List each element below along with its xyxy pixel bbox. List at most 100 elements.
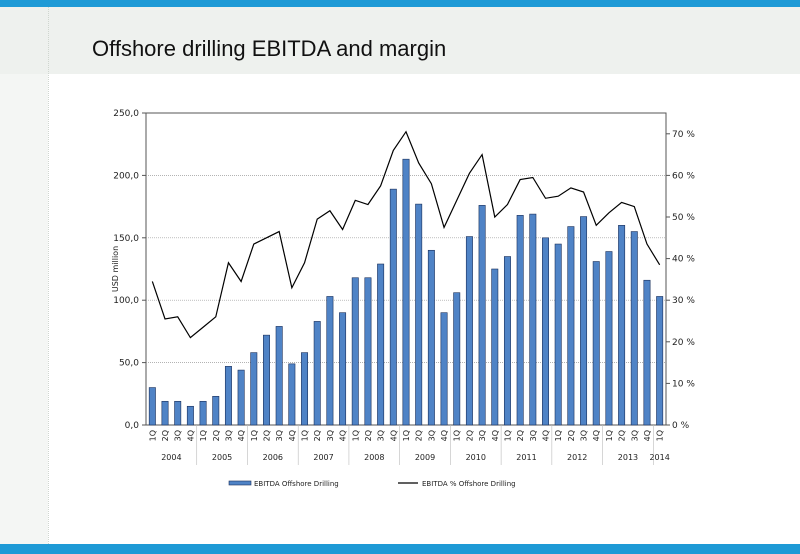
quarter-label: 2Q xyxy=(313,430,322,441)
quarter-label: 3Q xyxy=(478,430,487,441)
quarter-label: 4Q xyxy=(592,430,601,441)
quarter-label: 1Q xyxy=(199,430,208,441)
ebitda-bar xyxy=(161,400,169,426)
quarter-label: 4Q xyxy=(491,430,500,441)
ebitda-bar xyxy=(301,352,309,426)
quarter-label: 2Q xyxy=(262,430,271,441)
quarter-label: 1Q xyxy=(656,430,665,441)
y-tick-label: 150,0 xyxy=(113,234,139,244)
quarter-label: 1Q xyxy=(351,430,360,441)
quarter-label: 1Q xyxy=(250,430,259,441)
quarter-label: 1Q xyxy=(453,430,462,441)
quarter-label: 3Q xyxy=(427,430,436,441)
quarter-label: 3Q xyxy=(377,430,386,441)
left-axis: 0,0 50,0 100,0 150,0 200,0 250,0 xyxy=(113,109,146,431)
y-tick-label: 100,0 xyxy=(113,296,139,306)
quarter-label: 4Q xyxy=(389,430,398,441)
ebitda-bar xyxy=(453,292,461,426)
quarter-label: 4Q xyxy=(186,430,195,441)
y2-tick-label: 70 % xyxy=(672,130,695,140)
y2-tick-label: 20 % xyxy=(672,338,695,348)
ebitda-bar xyxy=(351,277,359,426)
ebitda-bar xyxy=(313,321,321,426)
quarter-label: 1Q xyxy=(301,430,310,441)
ebitda-bar xyxy=(630,231,638,426)
ebitda-bar xyxy=(339,312,347,426)
quarter-label: 3Q xyxy=(275,430,284,441)
ebitda-bar xyxy=(212,395,220,426)
quarter-label: 3Q xyxy=(580,430,589,441)
year-label: 2014 xyxy=(649,453,669,462)
quarter-label: 2Q xyxy=(618,430,627,441)
left-divider-line xyxy=(48,7,49,544)
ebitda-bar xyxy=(491,268,499,426)
ebitda-bar xyxy=(605,251,613,426)
year-label: 2012 xyxy=(567,453,587,462)
ebitda-bar xyxy=(237,369,245,426)
ebitda-bar xyxy=(643,279,651,426)
ebitda-bar xyxy=(199,400,207,426)
bar-series xyxy=(148,158,664,426)
quarter-label: 3Q xyxy=(529,430,538,441)
quarter-label: 1Q xyxy=(503,430,512,441)
quarter-label: 3Q xyxy=(174,430,183,441)
line-series xyxy=(151,130,661,339)
ebitda-bar xyxy=(592,261,600,426)
year-label: 2011 xyxy=(516,453,536,462)
ebitda-bar xyxy=(529,213,537,426)
y2-tick-label: 30 % xyxy=(672,296,695,306)
quarter-label: 4Q xyxy=(440,430,449,441)
ebitda-bar xyxy=(427,249,435,426)
quarter-label: 2Q xyxy=(364,430,373,441)
quarter-label: 2Q xyxy=(161,430,170,441)
quarter-label: 2Q xyxy=(465,430,474,441)
ebitda-bar xyxy=(263,334,270,426)
legend-line-label: EBITDA % Offshore Drilling xyxy=(422,480,516,488)
ebitda-bar xyxy=(478,205,486,426)
y2-tick-label: 10 % xyxy=(672,379,695,389)
year-label: 2008 xyxy=(364,453,384,462)
top-accent-band xyxy=(0,0,800,7)
ebitda-bar xyxy=(377,263,385,426)
ebitda-bar xyxy=(186,405,194,426)
year-label: 2005 xyxy=(212,453,232,462)
quarter-label: 4Q xyxy=(237,430,246,441)
year-label: 2004 xyxy=(161,453,181,462)
ebitda-bar xyxy=(148,387,156,426)
bottom-accent-band xyxy=(0,544,800,554)
quarter-label: 1Q xyxy=(605,430,614,441)
ebitda-bar xyxy=(516,215,524,426)
ebitda-bar xyxy=(554,243,562,426)
y2-tick-label: 50 % xyxy=(672,213,695,223)
legend-bar-swatch xyxy=(228,480,252,486)
quarter-label: 2Q xyxy=(415,430,424,441)
ebitda-bar xyxy=(415,203,423,426)
margin-line xyxy=(151,130,661,339)
ebitda-bar xyxy=(402,158,410,426)
left-side-panel xyxy=(0,74,48,544)
year-label: 2010 xyxy=(466,453,486,462)
y2-tick-label: 40 % xyxy=(672,255,695,265)
legend-bar-label: EBITDA Offshore Drilling xyxy=(254,480,339,488)
quarter-label: 3Q xyxy=(630,430,639,441)
y-tick-label: 0,0 xyxy=(125,421,140,431)
y-tick-label: 250,0 xyxy=(113,109,139,119)
quarter-label: 4Q xyxy=(643,430,652,441)
ebitda-bar xyxy=(224,366,232,426)
quarter-label: 2Q xyxy=(212,430,221,441)
x-axis: 1Q 2Q 3Q 4Q 1Q 2Q 3Q 4Q 1Q 2Q 3Q 4Q 1Q 2Q 3Q 4Q 1Q 2Q 3Q 4Q… xyxy=(148,425,670,465)
ebitda-bar xyxy=(656,296,664,426)
y2-tick-label: 0 % xyxy=(672,421,690,431)
quarter-label: 3Q xyxy=(326,430,335,441)
ebitda-bar xyxy=(618,225,626,426)
year-label: 2009 xyxy=(415,453,435,462)
quarter-label: 1Q xyxy=(554,430,563,441)
y2-tick-label: 60 % xyxy=(672,171,695,181)
slide-title: Offshore drilling EBITDA and margin xyxy=(92,36,447,61)
ebitda-bar xyxy=(503,256,511,426)
quarter-label: 1Q xyxy=(148,430,157,441)
ebitda-bar xyxy=(174,400,182,426)
ebitda-bar xyxy=(465,236,473,426)
ebitda-bar xyxy=(580,216,588,426)
